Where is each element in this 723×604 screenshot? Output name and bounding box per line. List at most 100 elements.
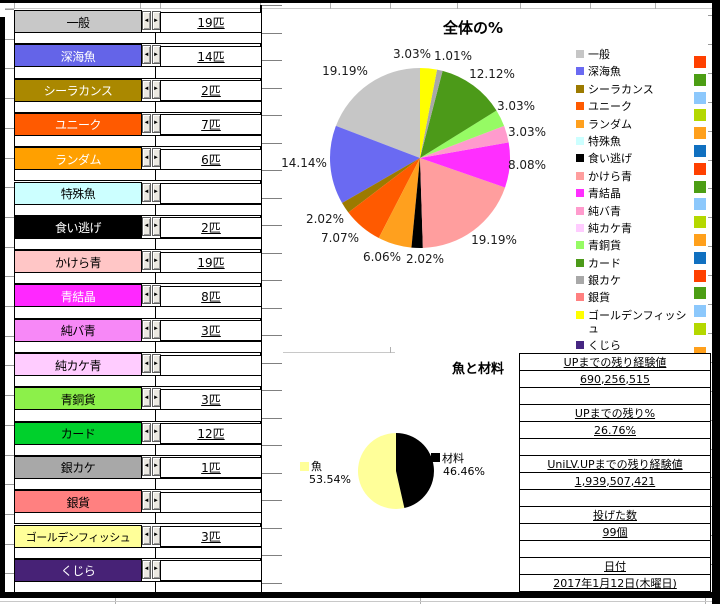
legend-label: 青結晶 <box>588 187 621 201</box>
legend-label: かけら青 <box>588 169 632 183</box>
cell-divider <box>155 547 156 558</box>
spin-left-button[interactable]: ◄ <box>142 148 151 168</box>
fish-material-pie <box>357 433 434 509</box>
chart-title: 全体の% <box>443 19 504 37</box>
spin-left-button[interactable]: ◄ <box>142 45 151 65</box>
spin-left-button[interactable]: ◄ <box>142 456 151 476</box>
count-cell[interactable]: 1匹 <box>160 457 262 479</box>
legend-label: ゴールデンフィッシュ <box>588 308 687 335</box>
empty-row-cell <box>14 272 262 285</box>
cell-divider <box>155 101 156 112</box>
spin-left-button[interactable]: ◄ <box>142 113 151 133</box>
count-cell[interactable]: 2匹 <box>160 80 262 102</box>
legend-swatch <box>576 258 584 267</box>
legend-label: ユニーク <box>588 100 632 114</box>
count-cell[interactable]: 7匹 <box>160 114 262 136</box>
sheet-gridline <box>262 60 282 61</box>
color-swatch-cell <box>694 234 706 246</box>
empty-row-cell <box>14 512 262 525</box>
spin-left-button[interactable]: ◄ <box>142 182 151 202</box>
bottom-row-gridline <box>0 601 712 602</box>
sheet-gridline <box>5 8 712 9</box>
category-label-cell: ゴールデンフィッシュ <box>14 524 142 549</box>
spin-left-button[interactable]: ◄ <box>142 216 151 236</box>
pie-percent-label: 2.02% <box>405 252 445 266</box>
sheet-gridline <box>5 335 14 337</box>
count-cell[interactable]: 3匹 <box>160 320 262 342</box>
spin-left-button[interactable]: ◄ <box>142 422 151 442</box>
count-cell[interactable]: 3匹 <box>160 526 262 547</box>
empty-row-cell <box>14 203 262 216</box>
legend-label: 銀カケ <box>588 274 621 288</box>
sheet-gridline <box>262 225 282 226</box>
color-swatch-cell <box>694 180 706 193</box>
count-cell[interactable] <box>160 354 262 376</box>
pie-percent-label: 2.02% <box>305 212 345 226</box>
category-label-cell: ユニーク <box>14 112 142 137</box>
color-swatch-cell <box>694 251 706 264</box>
legend-label: 一般 <box>588 48 610 61</box>
pie-percent-label: 12.12% <box>469 67 515 81</box>
sheet-gridline <box>708 15 712 16</box>
legend-swatch <box>576 102 584 111</box>
legend-swatch <box>576 189 584 198</box>
cell-divider <box>155 410 156 421</box>
spin-left-button[interactable]: ◄ <box>142 79 151 99</box>
count-cell[interactable]: 19匹 <box>160 11 262 33</box>
legend-item: 青結晶 <box>576 187 694 200</box>
cell-divider <box>155 307 156 318</box>
pie-percent-label: 19.19% <box>471 233 517 247</box>
pie-percent-label: 7.07% <box>320 231 360 245</box>
sheet-gridline <box>708 72 712 74</box>
count-cell[interactable]: 19匹 <box>160 251 262 273</box>
legend-label: 食い逃げ <box>588 152 632 166</box>
cell-divider <box>155 273 156 284</box>
count-cell[interactable]: 3匹 <box>160 388 262 410</box>
sheet-gridline <box>14 3 15 9</box>
count-cell[interactable]: 14匹 <box>160 45 262 67</box>
cell-divider <box>155 478 156 490</box>
legend-swatch <box>576 171 584 180</box>
sheet-gridline <box>5 68 14 70</box>
spin-left-button[interactable]: ◄ <box>142 559 151 579</box>
pie-percent-label: 6.06% <box>362 250 402 264</box>
legend-swatch <box>576 241 584 250</box>
spin-left-button[interactable]: ◄ <box>142 11 151 30</box>
cell-divider <box>155 581 156 593</box>
legend-label: 青銅貨 <box>588 239 621 253</box>
info-label-cell: UniLV.UPまでの残り経験値 <box>519 455 711 473</box>
spin-left-button[interactable]: ◄ <box>142 491 151 511</box>
sheet-gridline <box>708 304 712 305</box>
cell-divider <box>155 444 156 455</box>
frame-bottom-border <box>0 592 712 598</box>
cell-divider <box>155 238 156 250</box>
legend-label: 特殊魚 <box>588 134 621 148</box>
count-cell[interactable] <box>160 560 262 582</box>
category-label-cell: 食い逃げ <box>14 215 142 240</box>
legend-item: 純バ青 <box>576 205 694 218</box>
legend-item: ゴールデンフィッシュ <box>576 309 694 335</box>
spin-left-button[interactable]: ◄ <box>142 354 151 373</box>
count-cell[interactable]: 12匹 <box>160 423 262 445</box>
spin-left-button[interactable]: ◄ <box>142 285 151 305</box>
pie-slice <box>420 110 505 158</box>
spin-left-button[interactable]: ◄ <box>142 525 151 545</box>
spin-left-button[interactable]: ◄ <box>142 251 151 271</box>
count-cell[interactable]: 2匹 <box>160 217 262 239</box>
color-swatch-cell <box>694 269 706 282</box>
spin-left-button[interactable]: ◄ <box>142 388 151 408</box>
sheet-gridline <box>5 365 14 367</box>
count-cell[interactable]: 8匹 <box>160 285 262 307</box>
sheet-gridline <box>262 115 282 116</box>
spin-left-button[interactable]: ◄ <box>142 319 151 339</box>
legend-swatch <box>576 310 584 319</box>
sheet-gridline <box>5 246 14 248</box>
count-cell[interactable]: 6匹 <box>160 148 262 170</box>
pie-percent-label: 3.03% <box>392 47 432 61</box>
sheet-gridline <box>520 3 521 9</box>
count-cell[interactable] <box>160 183 262 204</box>
category-label-cell: 青銅貨 <box>14 387 142 412</box>
legend-swatch <box>576 136 584 145</box>
count-cell[interactable] <box>160 491 262 513</box>
pie-percent-label: 3.03% <box>496 99 536 113</box>
